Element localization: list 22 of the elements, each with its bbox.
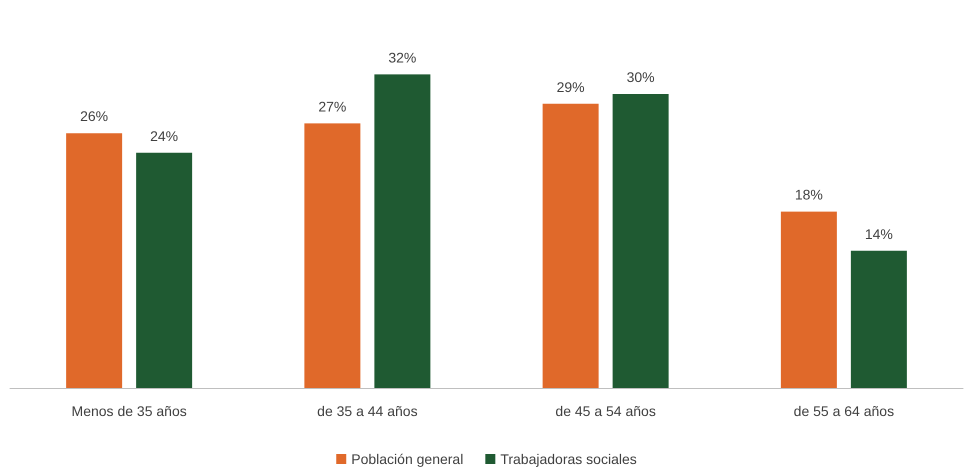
legend-label: Trabajadoras sociales (500, 451, 637, 467)
bar (136, 152, 192, 388)
bar (374, 74, 430, 388)
data-label: 18% (794, 186, 823, 203)
data-label: 30% (626, 69, 655, 85)
x-tick-label: Menos de 35 años (72, 403, 187, 419)
data-label: 26% (80, 108, 108, 124)
data-label: 14% (864, 226, 893, 242)
data-label: 24% (150, 128, 178, 144)
legend-label: Población general (351, 451, 464, 467)
bar (780, 212, 837, 388)
bar (850, 250, 907, 388)
x-tick-label: de 35 a 44 años (317, 403, 418, 419)
data-label: 29% (556, 78, 585, 95)
data-label: 27% (318, 98, 346, 114)
data-label: 32% (388, 49, 416, 66)
bar (66, 133, 122, 388)
bar (612, 94, 669, 388)
bar (542, 104, 599, 388)
bar (304, 123, 360, 388)
x-tick-label: de 45 a 54 años (555, 403, 656, 419)
x-tick-label: de 55 a 64 años (794, 403, 894, 419)
